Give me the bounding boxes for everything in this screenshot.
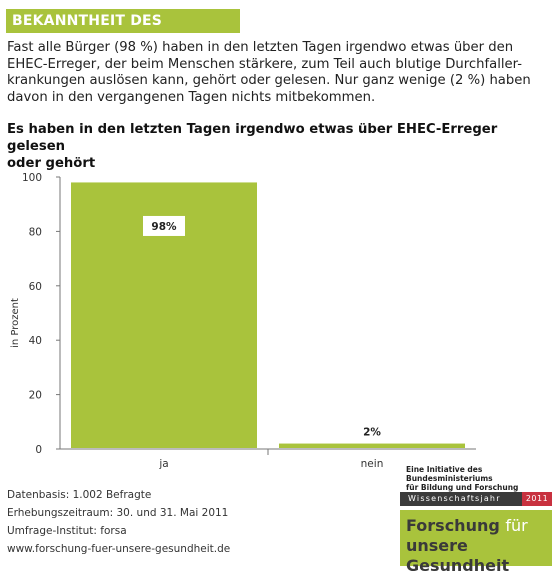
section-title: BEKANNTHEIT DES ERREGERS xyxy=(6,9,240,53)
question-line: Es haben in den letzten Tagen irgendwo e… xyxy=(7,122,498,154)
y-tick-label: 0 xyxy=(35,444,42,456)
data-label: 2% xyxy=(363,427,381,439)
logo-word-gesundheit: unsere Gesundheit xyxy=(406,536,510,575)
logo-band: Wissenschaftsjahr 2011 xyxy=(400,492,552,506)
logo-initiative-line: Eine Initiative des Bundesministeriums xyxy=(406,465,493,483)
x-tick-label: nein xyxy=(361,458,384,470)
logo-word-forschung: Forschung xyxy=(406,516,500,535)
logo-year-badge: 2011 xyxy=(522,492,552,506)
bar-nein xyxy=(279,443,465,448)
y-tick-label: 100 xyxy=(22,172,42,184)
footer-period: Erhebungszeitraum: 30. und 31. Mai 2011 xyxy=(7,507,229,519)
intro-line: EHEC-Erreger, der beim Menschen stärkere… xyxy=(7,56,522,72)
logo-word-fuer: für xyxy=(505,516,528,535)
logo-band-label: Wissenschaftsjahr xyxy=(408,494,501,503)
x-tick-label: ja xyxy=(158,458,168,470)
footer-url[interactable]: www.forschung-fuer-unsere-gesundheit.de xyxy=(7,543,231,555)
footer-basis: Datenbasis: 1.002 Befragte xyxy=(7,489,152,501)
chart-question: Es haben in den letzten Tagen irgendwo e… xyxy=(7,121,555,172)
question-line: oder gehört xyxy=(7,156,96,171)
campaign-logo: Eine Initiative des Bundesministeriums f… xyxy=(396,464,554,575)
intro-line: krankungen auslösen kann, gehört oder ge… xyxy=(7,73,531,88)
logo-initiative: Eine Initiative des Bundesministeriums f… xyxy=(406,465,554,492)
logo-initiative-line: für Bildung und Forschung xyxy=(406,483,519,492)
intro-line: Fast alle Bürger (98 %) haben in den let… xyxy=(7,40,514,55)
data-label-box xyxy=(143,215,185,236)
data-label: 98% xyxy=(151,221,177,233)
footer-institute: Umfrage-Institut: forsa xyxy=(7,525,127,537)
logo-wordmark: Forschung für unsere Gesundheit xyxy=(400,510,552,575)
intro-line: davon in den vergangenen Tagen nichts mi… xyxy=(7,89,376,105)
intro-text: Fast alle Bürger (98 %) haben in den let… xyxy=(7,40,555,106)
y-tick-label: 60 xyxy=(29,281,42,293)
y-tick-label: 40 xyxy=(29,335,42,347)
y-tick-label: 80 xyxy=(29,226,42,238)
y-axis-label: in Prozent xyxy=(10,298,21,348)
y-tick-label: 20 xyxy=(29,390,42,402)
